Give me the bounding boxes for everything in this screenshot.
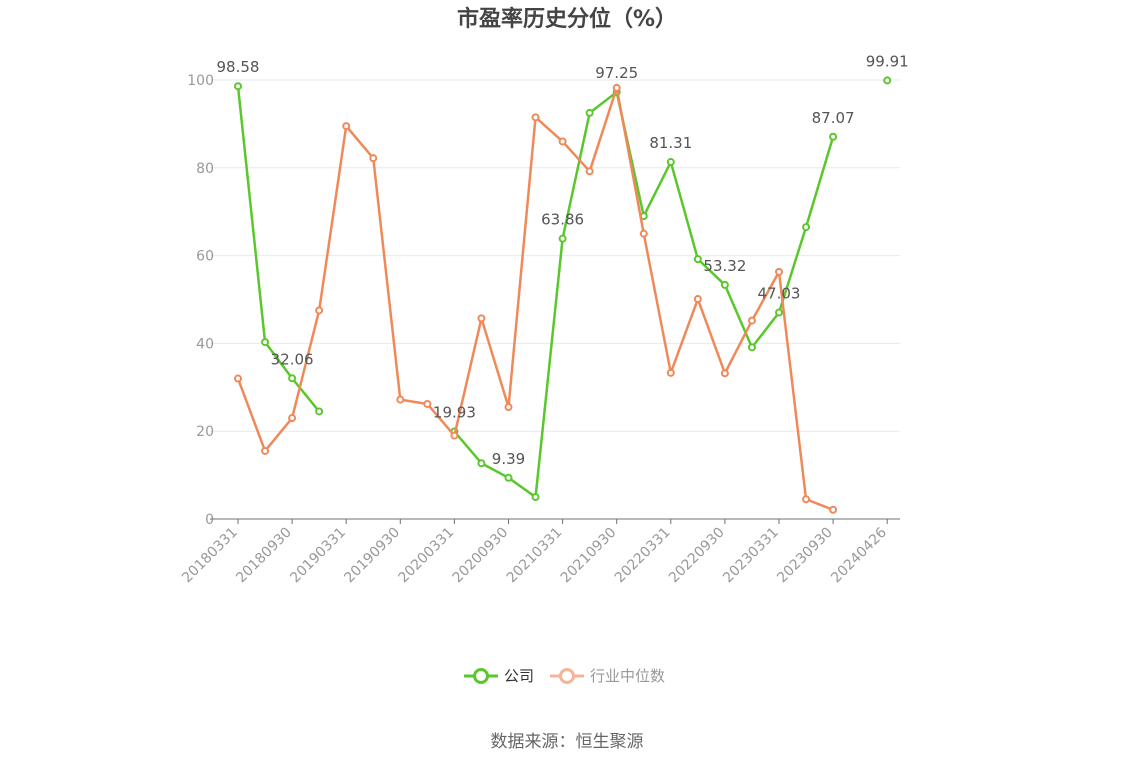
data-label: 53.32 [703, 257, 746, 275]
y-tick-label: 80 [196, 161, 214, 177]
x-tick-label: 20190930 [341, 525, 403, 587]
x-axis: 2018033120180930201903312019093020200331… [179, 518, 900, 587]
grid [210, 79, 900, 432]
data-point[interactable] [315, 407, 324, 416]
data-point[interactable] [829, 132, 838, 141]
y-tick-label: 40 [196, 336, 214, 352]
data-point[interactable] [423, 399, 432, 408]
x-tick-label: 20180331 [179, 525, 241, 587]
data-point[interactable] [477, 314, 486, 323]
data-point[interactable] [234, 82, 242, 91]
data-point[interactable] [666, 368, 675, 377]
data-point[interactable] [720, 280, 729, 289]
x-tick-label: 20230331 [720, 525, 782, 587]
data-point[interactable] [775, 267, 783, 276]
y-tick-label: 60 [196, 249, 214, 265]
data-point[interactable] [504, 473, 513, 482]
x-tick-label: 20230930 [774, 525, 836, 587]
data-point[interactable] [261, 338, 270, 347]
legend-marker-industry [559, 668, 575, 684]
data-point[interactable] [288, 414, 297, 423]
data-label: 98.58 [217, 58, 260, 76]
data-label: 97.25 [595, 64, 638, 82]
y-tick-label: 100 [187, 73, 214, 89]
data-point[interactable] [531, 113, 540, 122]
data-label: 81.31 [649, 134, 692, 152]
series-0 [234, 76, 892, 502]
legend-item-company[interactable]: 公司 [464, 667, 534, 685]
series-line [236, 86, 321, 413]
series-1 [234, 83, 838, 514]
data-point[interactable] [261, 446, 270, 455]
legend-label-company: 公司 [504, 667, 534, 685]
legend-label-industry: 行业中位数 [590, 667, 665, 685]
x-tick-label: 20210331 [504, 525, 566, 587]
data-point[interactable] [693, 255, 702, 264]
data-point[interactable] [342, 122, 351, 131]
data-labels: 98.58 32.06 19.93 9.39 63.86 97.25 81.31 53.32 4… [217, 52, 909, 467]
x-tick-label: 20200930 [450, 525, 512, 587]
x-tick-label: 20220930 [666, 525, 728, 587]
data-point[interactable] [504, 403, 513, 412]
data-point[interactable] [477, 459, 486, 468]
data-label: 19.93 [433, 404, 476, 422]
data-point[interactable] [612, 83, 621, 92]
data-point[interactable] [802, 223, 811, 232]
legend-marker-company [473, 668, 489, 684]
data-point[interactable] [775, 308, 783, 317]
data-point[interactable] [693, 295, 702, 304]
data-point[interactable] [720, 369, 729, 378]
data-point[interactable] [396, 395, 405, 404]
legend: 公司 行业中位数 [464, 667, 665, 685]
data-label: 32.06 [271, 350, 314, 368]
data-point[interactable] [829, 505, 838, 514]
data-point[interactable] [585, 108, 594, 117]
data-label: 47.03 [758, 285, 801, 303]
data-point[interactable] [883, 76, 892, 85]
data-label: 9.39 [492, 450, 525, 468]
data-label: 87.07 [812, 109, 855, 127]
x-tick-label: 20220331 [612, 525, 674, 587]
source-text: 数据来源：恒生聚源 [491, 732, 644, 752]
y-tick-label: 20 [196, 424, 214, 440]
series [234, 76, 892, 514]
data-point[interactable] [802, 495, 811, 504]
x-tick-label: 20200331 [396, 525, 458, 587]
data-point[interactable] [558, 234, 567, 243]
legend-item-industry[interactable]: 行业中位数 [550, 667, 665, 685]
data-label: 63.86 [541, 211, 584, 229]
data-point[interactable] [747, 343, 756, 352]
x-tick-label: 20210930 [558, 525, 620, 587]
x-tick-label: 20190331 [287, 525, 349, 587]
data-point[interactable] [666, 158, 675, 167]
data-point[interactable] [450, 431, 459, 440]
x-tick-label: 20240426 [828, 524, 890, 586]
y-axis: 0 20 40 60 80 100 [187, 73, 214, 528]
data-point[interactable] [639, 229, 648, 238]
data-label: 99.91 [866, 52, 909, 70]
data-point[interactable] [369, 154, 378, 163]
data-point[interactable] [315, 306, 324, 315]
y-tick-label: 0 [205, 512, 214, 528]
x-tick-label: 20180930 [233, 525, 295, 587]
data-point[interactable] [531, 493, 540, 502]
data-point[interactable] [558, 137, 567, 146]
series-line [236, 86, 834, 511]
data-point[interactable] [288, 374, 297, 383]
data-point[interactable] [234, 374, 242, 383]
data-point[interactable] [585, 167, 594, 176]
data-point[interactable] [747, 316, 756, 325]
chart-title: 市盈率历史分位（%） [457, 6, 677, 32]
